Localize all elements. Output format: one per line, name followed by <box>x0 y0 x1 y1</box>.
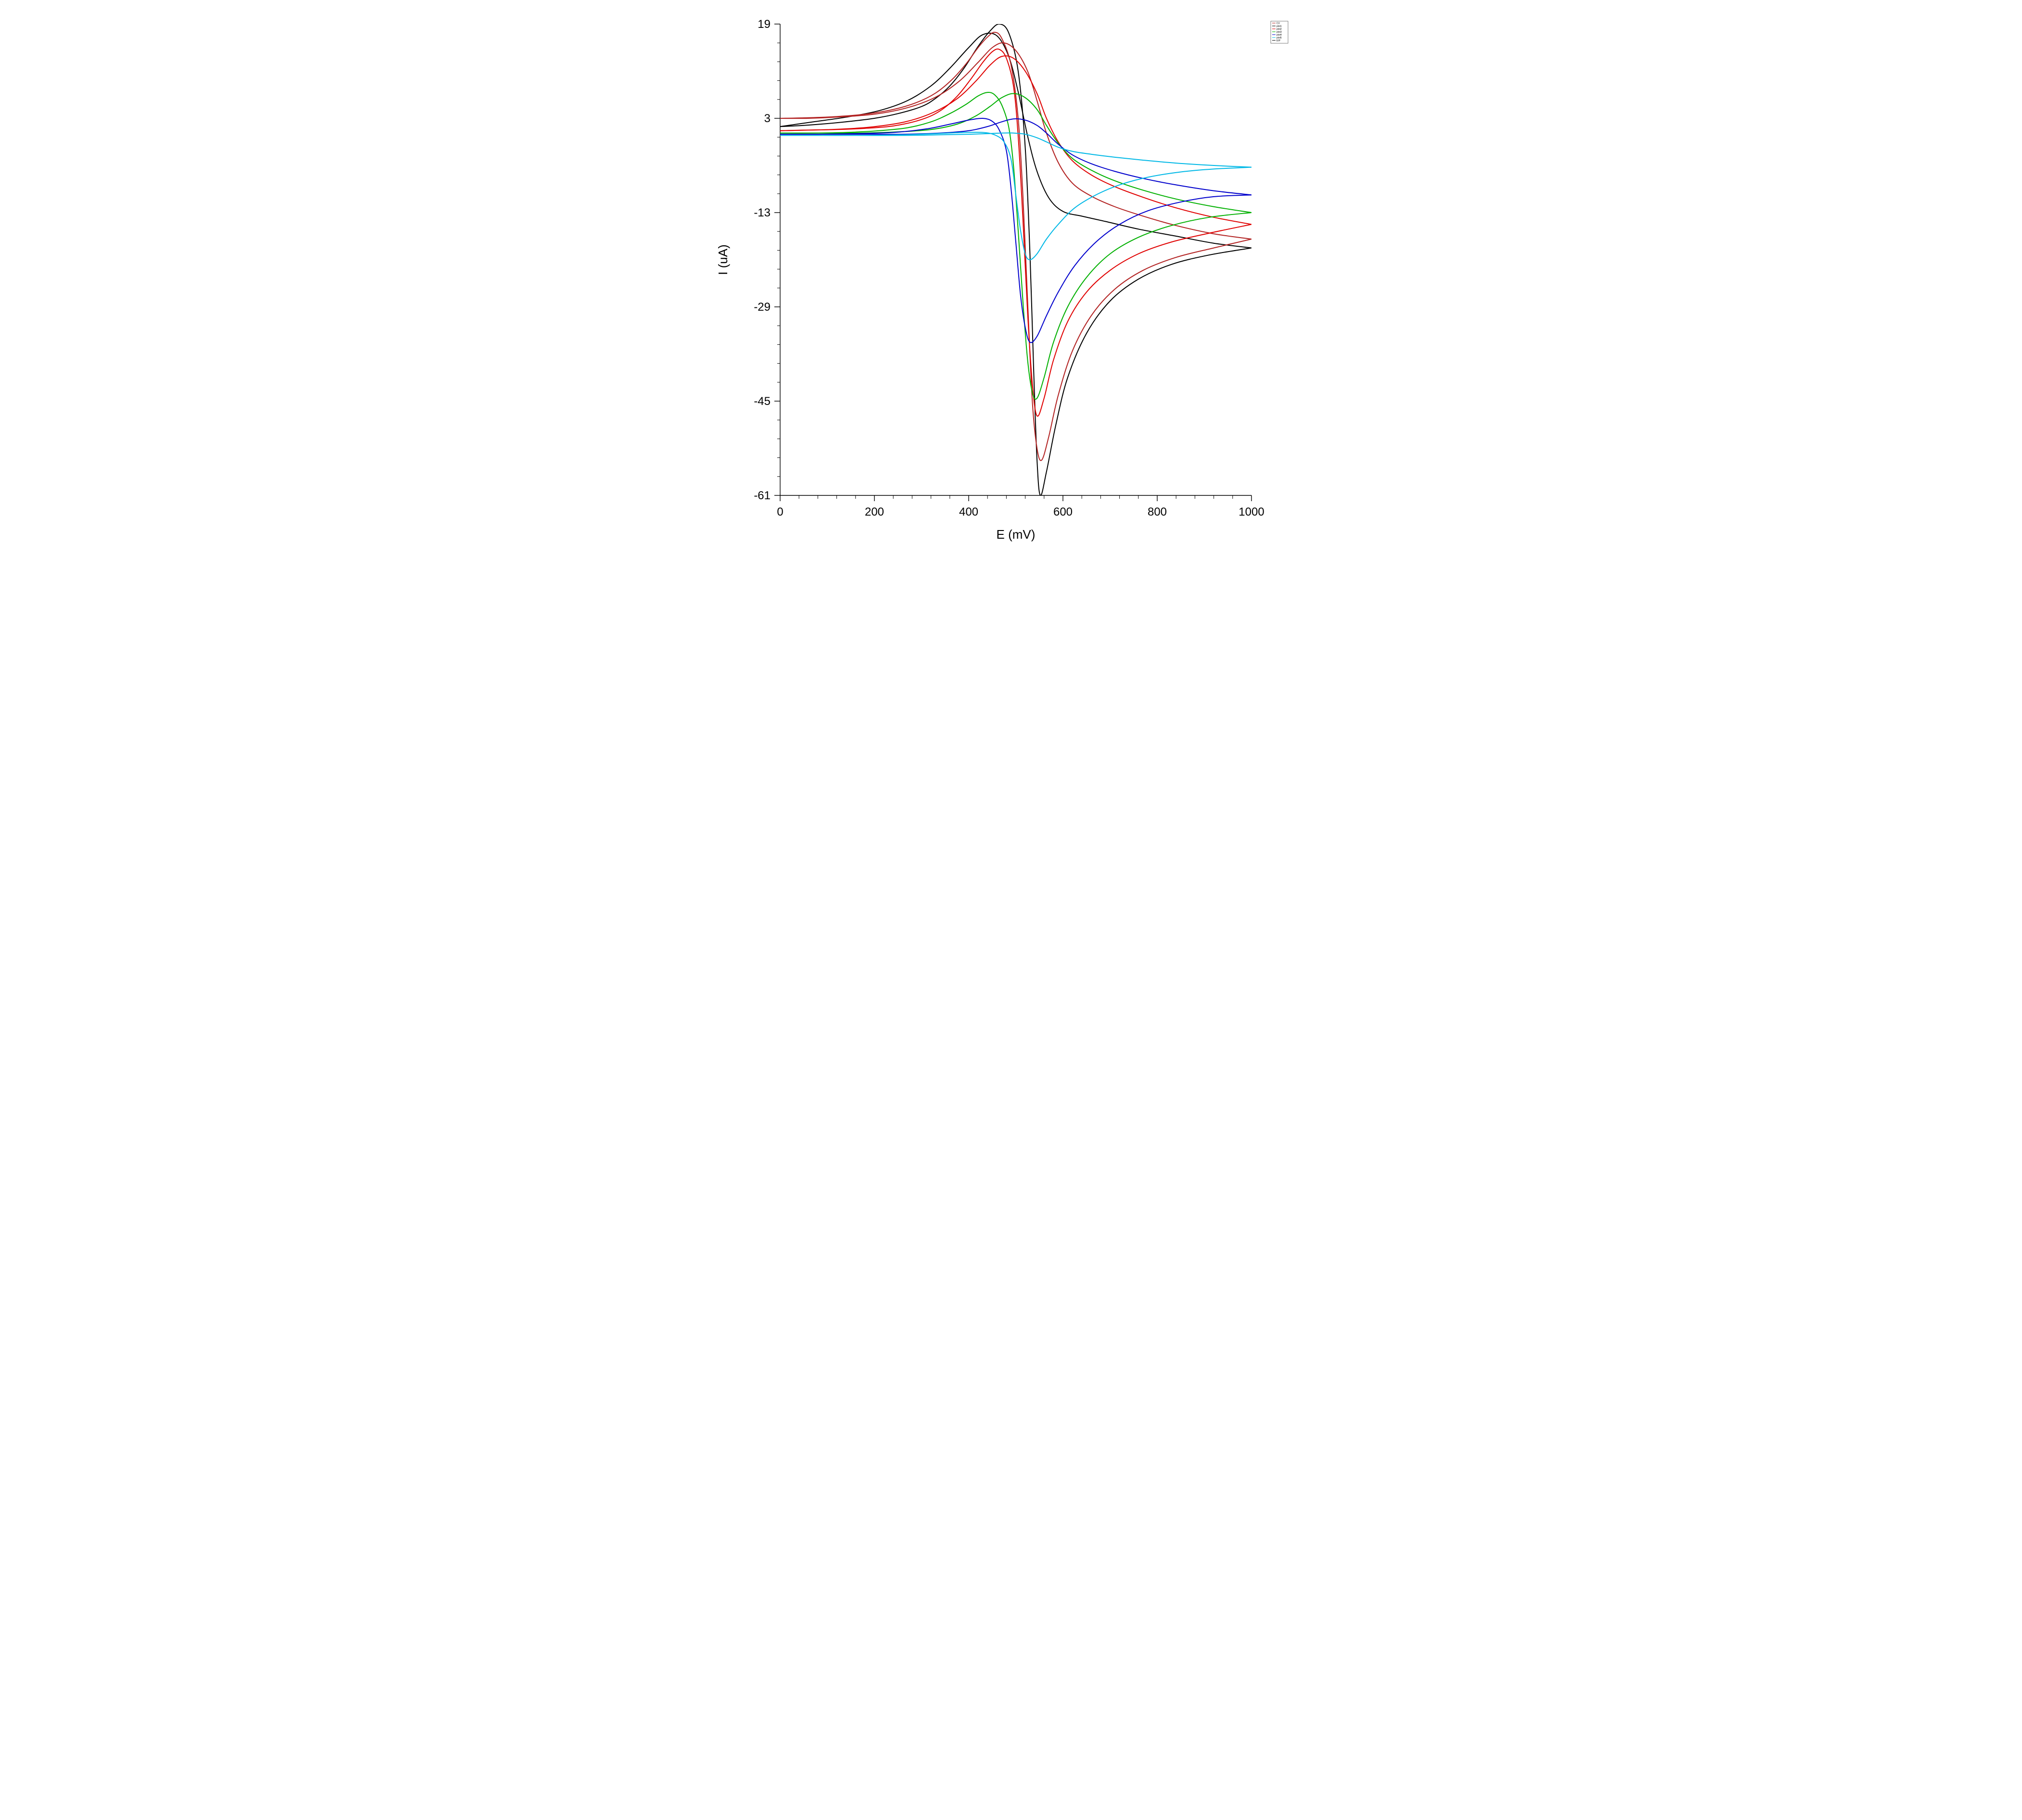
x-tick-label: 0 <box>777 506 783 518</box>
cv-chart: 0 200 400 600 800 1000 -61 -45 -29 -13 3 19 E (mV) I … <box>708 10 1314 555</box>
y-tick-label: 19 <box>758 18 771 31</box>
series-sweep-red-forward <box>780 49 1251 417</box>
x-tick-label: 1000 <box>1238 506 1264 518</box>
x-tick-label: 400 <box>959 506 978 518</box>
x-tick-label: 600 <box>1053 506 1073 518</box>
x-tick-label: 200 <box>865 506 884 518</box>
y-tick-label: -45 <box>754 395 771 408</box>
series-sweep-cyan-reverse <box>780 133 1251 167</box>
series-sweep-blue-forward <box>780 118 1251 342</box>
x-axis-label: E (mV) <box>997 527 1036 542</box>
y-tick-label: -61 <box>754 489 771 502</box>
x-tick-label: 800 <box>1148 506 1167 518</box>
y-tick-label: -13 <box>754 206 771 219</box>
y-tick-label: -29 <box>754 301 771 314</box>
series-sweep-black-reverse <box>780 33 1251 248</box>
legend-label: EIP <box>1276 39 1281 42</box>
cv-plot-svg: 0 200 400 600 800 1000 -61 -45 -29 -13 3 19 E (mV) I … <box>708 10 1314 555</box>
y-axis-label: I (uA) <box>716 244 730 275</box>
series-sweep-blue-reverse <box>780 119 1251 195</box>
y-tick-label: 3 <box>764 112 771 125</box>
